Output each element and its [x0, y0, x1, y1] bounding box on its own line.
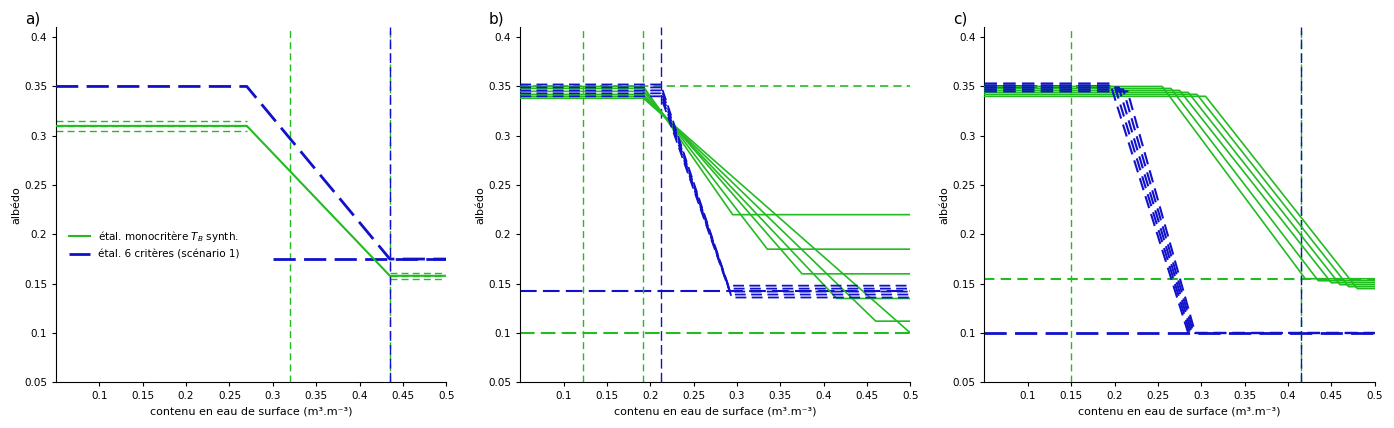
X-axis label: contenu en eau de surface (m³.m⁻³): contenu en eau de surface (m³.m⁻³): [1079, 407, 1281, 417]
Text: c): c): [953, 11, 967, 26]
Y-axis label: albédo: albédo: [940, 186, 949, 224]
Y-axis label: albédo: albédo: [475, 186, 485, 224]
X-axis label: contenu en eau de surface (m³.m⁻³): contenu en eau de surface (m³.m⁻³): [615, 407, 817, 417]
X-axis label: contenu en eau de surface (m³.m⁻³): contenu en eau de surface (m³.m⁻³): [151, 407, 353, 417]
Text: a): a): [25, 11, 40, 26]
Text: b): b): [489, 11, 505, 26]
Y-axis label: albédo: albédo: [11, 186, 21, 224]
Legend: étal. monocritère $T_B$ synth., étal. 6 critères (scénario 1): étal. monocritère $T_B$ synth., étal. 6 …: [66, 225, 244, 264]
